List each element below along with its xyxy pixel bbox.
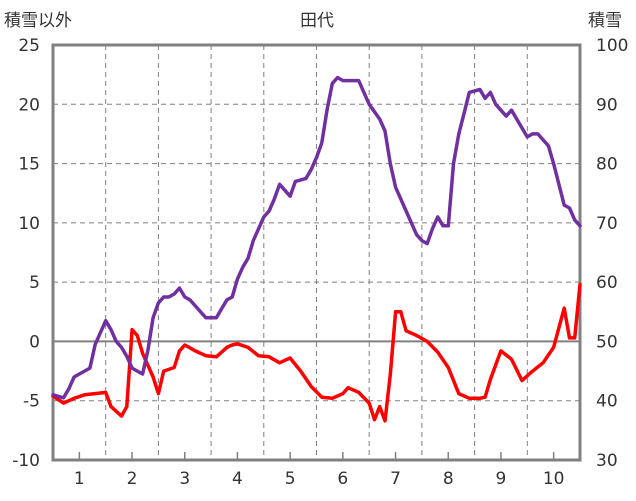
y-right-tick-label: 70 [596, 214, 618, 234]
y-left-tick-label: 10 [18, 214, 40, 234]
x-tick-label: 1 [74, 469, 85, 489]
y-left-tick-label: 20 [18, 95, 40, 115]
y-axis-left-label: 積雪以外 [4, 11, 72, 31]
y-right-tick-label: 100 [596, 36, 628, 56]
y-right-tick-label: 80 [596, 155, 618, 175]
x-tick-label: 3 [179, 469, 190, 489]
plot-frame [51, 43, 582, 462]
y-right-tick-label: 50 [596, 332, 618, 352]
y-right-tick-label: 90 [596, 95, 618, 115]
x-tick-label: 4 [232, 469, 243, 489]
y-right-tick-label: 30 [596, 451, 618, 471]
x-tick-label: 5 [285, 469, 296, 489]
x-tick-label: 8 [443, 469, 454, 489]
y-axis-right-label: 積雪 [588, 11, 622, 31]
series-line-purple [51, 75, 582, 400]
x-tick-label: 9 [496, 469, 507, 489]
chart-title: 田代 [300, 11, 334, 31]
series-line-red [51, 282, 582, 423]
x-tick-label: 7 [390, 469, 401, 489]
y-left-tick-label: 5 [29, 273, 40, 293]
y-left-tick-label: -5 [23, 392, 40, 412]
y-left-tick-label: 25 [18, 36, 40, 56]
y-left-tick-label: 15 [18, 155, 40, 175]
x-tick-label: 2 [127, 469, 138, 489]
y-left-tick-label: 0 [29, 332, 40, 352]
x-tick-label: 10 [543, 469, 565, 489]
x-tick-label: 6 [337, 469, 348, 489]
y-right-tick-label: 40 [596, 392, 618, 412]
y-right-tick-label: 60 [596, 273, 618, 293]
y-left-tick-label: -10 [12, 451, 40, 471]
